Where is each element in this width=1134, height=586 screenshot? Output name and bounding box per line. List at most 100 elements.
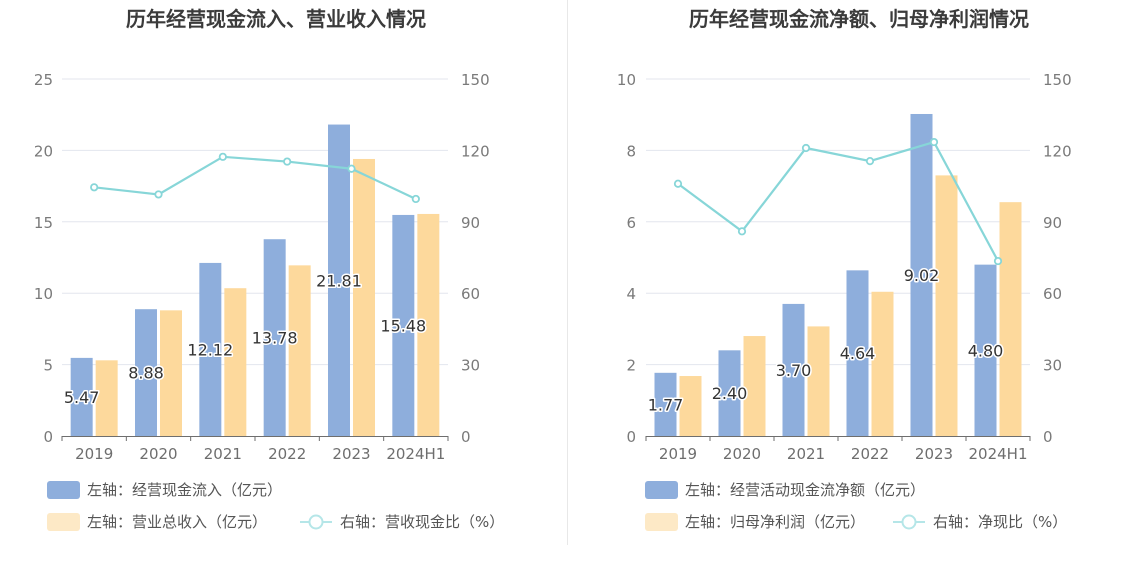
right-axis-tick-label: 150 (1043, 71, 1072, 89)
bar-secondary-2022 (288, 265, 311, 436)
chart-title: 历年经营现金流净额、归母净利润情况 (689, 7, 1029, 31)
bar-secondary-2020 (743, 336, 766, 436)
bar-value-label: 1.77 (648, 395, 684, 414)
x-axis-category-label: 2021 (204, 445, 242, 463)
bar-primary-2022 (263, 239, 286, 436)
bar-primary-2019 (654, 372, 677, 436)
ratio-point-2021 (218, 152, 227, 161)
bar-primary-2021 (199, 262, 222, 436)
left-axis-tick-label: 4 (626, 285, 636, 303)
right-axis-tick-label: 120 (461, 142, 490, 160)
x-axis-category-label: 2022 (268, 445, 306, 463)
bar-secondary-2019 (95, 360, 118, 436)
x-axis-category-label: 2021 (787, 445, 825, 463)
ratio-point-2019 (673, 179, 683, 188)
bar-primary-2024H1 (974, 264, 997, 436)
bar-primary-2021 (782, 303, 805, 436)
x-axis-category-label: 2024H1 (969, 445, 1028, 463)
right-axis-tick-label: 60 (461, 285, 480, 303)
right-axis-tick-label: 0 (1043, 428, 1053, 446)
legend-swatch (645, 513, 678, 531)
left-axis-tick-label: 25 (34, 71, 53, 89)
bar-primary-2022 (846, 270, 869, 436)
right-axis-tick-label: 0 (461, 428, 471, 446)
net-cashflow-profit-chart: 历年经营现金流净额、归母净利润情况 0 0 2 30 4 60 6 90 8 120 10 150 201… (567, 0, 1134, 582)
right-axis-tick-label: 30 (461, 357, 480, 375)
legend-swatch (47, 481, 80, 499)
ratio-point-2024H1 (993, 256, 1003, 266)
legend-label: 右轴：营收现金比（%） (340, 513, 504, 531)
legend-label: 右轴：净现比（%） (933, 513, 1067, 531)
legend-label: 左轴：归母净利润（亿元） (685, 513, 865, 531)
x-axis-category-label: 2019 (75, 445, 113, 463)
ratio-point-2022 (865, 157, 875, 166)
ratio-point-2019 (90, 183, 99, 192)
chart-svg-left: 历年经营现金流入、营业收入情况 0 0 5 30 10 60 15 90 20 120 25 150 20… (34, 7, 504, 531)
bar-secondary-2020 (160, 310, 182, 436)
legend-label: 左轴：经营现金流入（亿元） (87, 481, 282, 499)
right-axis-tick-label: 120 (1043, 142, 1072, 160)
bar-secondary-2019 (679, 376, 702, 436)
ratio-point-2020 (737, 227, 747, 236)
cashflow-inflow-revenue-chart: 历年经营现金流入、营业收入情况 0 0 5 30 10 60 15 90 20 120 25 150 20… (0, 0, 567, 582)
bar-value-label: 2.40 (712, 384, 748, 403)
ratio-point-2022 (283, 157, 292, 166)
x-axis-category-label: 2023 (332, 445, 370, 463)
bar-primary-2023 (910, 113, 933, 437)
bar-value-label: 3.70 (776, 361, 812, 380)
left-axis-tick-label: 8 (626, 142, 636, 160)
bar-value-label: 8.88 (128, 364, 164, 383)
ratio-point-2023 (347, 164, 356, 173)
left-axis-tick-label: 6 (626, 214, 636, 232)
legend-label: 左轴：营业总收入（亿元） (87, 513, 267, 531)
bar-value-label: 12.12 (187, 340, 233, 359)
left-axis-tick-label: 0 (43, 428, 53, 446)
ratio-point-2020 (154, 190, 163, 199)
bar-value-label: 5.47 (64, 388, 100, 407)
right-axis-tick-label: 90 (461, 214, 480, 232)
x-axis-category-label: 2020 (139, 445, 177, 463)
ratio-point-2023 (929, 137, 939, 147)
legend-marker-icon (308, 514, 324, 530)
bar-secondary-2024H1 (417, 213, 440, 436)
bar-value-label: 13.78 (252, 329, 298, 348)
left-axis-tick-label: 0 (626, 428, 636, 446)
bar-primary-2023 (328, 124, 350, 437)
bar-secondary-2021 (807, 326, 830, 436)
bar-primary-2020 (718, 350, 741, 436)
bar-secondary-2023 (353, 158, 375, 436)
ratio-line (677, 140, 999, 262)
x-axis-category-label: 2022 (851, 445, 889, 463)
bar-value-label: 21.81 (316, 271, 362, 290)
chart-svg-right: 历年经营现金流净额、归母净利润情况 0 0 2 30 4 60 6 90 8 120 10 150 201… (617, 7, 1072, 531)
bar-value-label: 4.64 (840, 344, 876, 363)
legend-marker-icon (901, 514, 917, 530)
chart-title: 历年经营现金流入、营业收入情况 (126, 7, 426, 31)
left-axis-tick-label: 5 (43, 357, 53, 375)
bar-secondary-2021 (224, 288, 247, 436)
legend-swatch (645, 481, 678, 499)
left-axis-tick-label: 15 (34, 214, 53, 232)
bar-secondary-2022 (871, 291, 894, 436)
x-axis-category-label: 2023 (915, 445, 953, 463)
bar-secondary-2024H1 (999, 202, 1022, 436)
bar-secondary-2023 (935, 175, 958, 436)
legend-label: 左轴：经营活动现金流净额（亿元） (685, 481, 925, 499)
ratio-point-2021 (801, 143, 811, 153)
bar-primary-2019 (70, 357, 93, 436)
left-axis-tick-label: 10 (34, 285, 53, 303)
bar-primary-2024H1 (392, 214, 415, 436)
left-axis-tick-label: 2 (626, 357, 636, 375)
bar-primary-2020 (135, 309, 157, 436)
left-axis-tick-label: 20 (34, 142, 53, 160)
right-axis-tick-label: 90 (1043, 214, 1062, 232)
x-axis-category-label: 2020 (723, 445, 761, 463)
bar-value-label: 4.80 (968, 341, 1004, 360)
bar-value-label: 9.02 (904, 266, 940, 285)
left-axis-tick-label: 10 (617, 71, 636, 89)
bar-value-label: 15.48 (380, 316, 426, 335)
panel-divider (567, 0, 568, 545)
ratio-line (94, 155, 417, 200)
x-axis-category-label: 2024H1 (386, 445, 445, 463)
